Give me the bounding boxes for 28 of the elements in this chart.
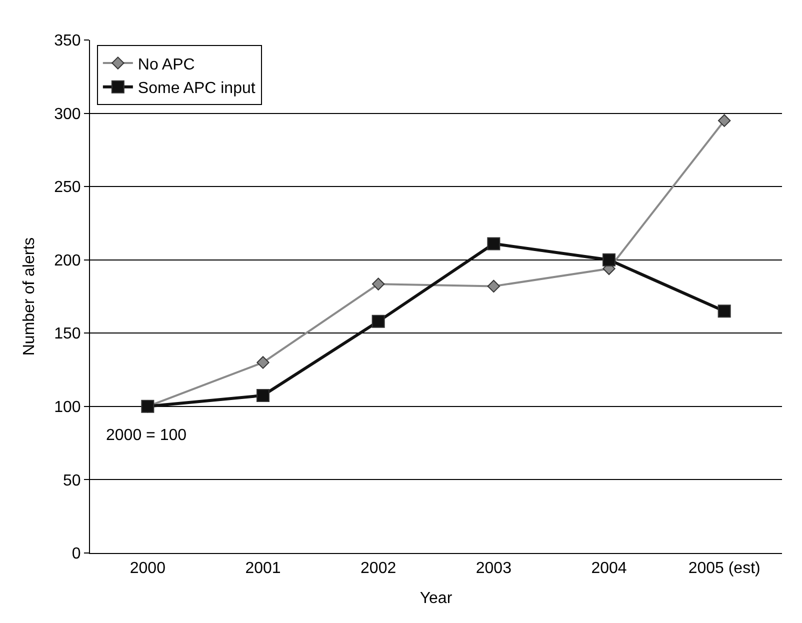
x-tick-label: 2003 xyxy=(476,560,512,578)
legend-label: Some APC input xyxy=(138,80,256,98)
point xyxy=(487,280,500,293)
x-tick-label: 2004 xyxy=(591,560,627,578)
y-tick-label: 150 xyxy=(54,326,81,343)
y-tick-label: 250 xyxy=(54,179,81,196)
x-tick-label: 2000 xyxy=(130,560,166,578)
annotation: 2000 = 100 xyxy=(106,427,187,444)
point xyxy=(256,356,270,369)
x-tick-label: 2001 xyxy=(245,560,281,578)
x-axis-title: Year xyxy=(420,590,453,607)
y-tick-label: 50 xyxy=(63,472,81,490)
point xyxy=(256,388,270,402)
point xyxy=(372,314,385,328)
point xyxy=(487,237,500,250)
y-axis-title: Number of alerts xyxy=(20,237,38,356)
point xyxy=(718,114,731,127)
x-tick-label: 2002 xyxy=(360,560,396,578)
y-tick-label: 350 xyxy=(54,32,81,50)
point xyxy=(602,253,616,266)
y-tick-label: 0 xyxy=(72,546,81,563)
y-tick-label: 300 xyxy=(54,106,81,123)
x-tick-label: 2005 (est) xyxy=(688,560,760,578)
point xyxy=(718,304,731,318)
y-tick-label: 200 xyxy=(54,252,81,270)
legend-label: No APC xyxy=(138,56,195,74)
y-tick-label: 100 xyxy=(54,399,81,416)
point xyxy=(372,278,385,290)
